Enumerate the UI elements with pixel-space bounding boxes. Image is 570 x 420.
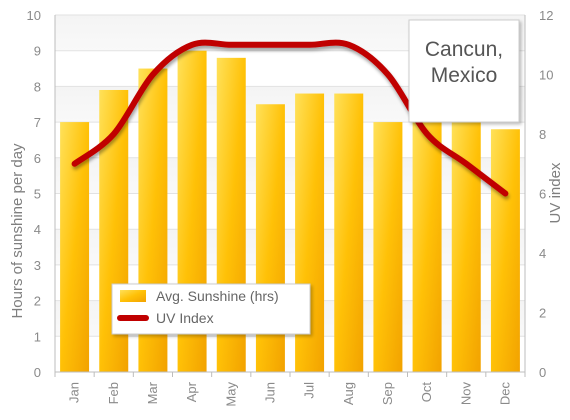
uv-index-line-layer [71,39,509,197]
sunshine-bar [373,122,403,372]
legend-swatch-sunshine [120,290,146,302]
y-tick-label: 9 [34,44,41,59]
y-tick-label: 10 [27,8,41,23]
sunshine-bar [412,122,442,372]
plot-band [55,336,525,372]
y-tick-label: 6 [34,151,41,166]
y2-axis-title: UV index [547,162,564,223]
x-tick-label: Mar [145,381,160,404]
x-tick-label: Jan [67,382,82,403]
y2-tick-label: 10 [539,68,553,83]
x-tick-label: Sep [380,382,395,405]
axes [54,15,526,377]
city-title-line-2: Mexico [431,64,498,87]
y2-tick-label: 2 [539,306,546,321]
y-tick-label: 0 [34,365,41,380]
y-axis-title: Hours of sunshine per day [9,143,26,319]
x-tick-label: May [223,382,238,407]
x-tick-label: Aug [341,382,356,405]
y-tick-label: 4 [34,222,41,237]
x-tick-label: Dec [497,382,512,406]
plot-band [55,229,525,265]
legend-label-sunshine: Avg. Sunshine (hrs) [156,288,279,304]
y2-tick-label: 0 [539,365,546,380]
x-tick-label: Oct [419,382,434,403]
y-tick-label: 8 [34,79,41,94]
y2-tick-label: 4 [539,246,546,261]
city-title-box: Cancun, Mexico [408,19,520,123]
legend-label-uv: UV Index [156,310,214,326]
x-tick-label: Apr [184,381,199,402]
y-tick-label: 5 [34,187,41,202]
plot-band [55,193,525,230]
y2-tick-label: 6 [539,187,546,202]
x-tick-label: Jun [262,382,277,403]
sunshine-bar [490,129,520,372]
y-tick-label: 3 [34,258,41,273]
plot-band [55,157,525,194]
city-title-line-1: Cancun, [425,38,503,61]
sunshine-bar [334,93,364,372]
x-tick-label: Jul [302,382,317,399]
x-tick-label: Feb [106,382,121,404]
x-tick-label: Nov [458,382,473,406]
y-tick-label: 1 [34,329,41,344]
y2-tick-label: 8 [539,127,546,142]
y-tick-label: 2 [34,294,41,309]
uv-index-line [71,39,509,197]
y2-tick-label: 12 [539,8,553,23]
legend: Avg. Sunshine (hrs) UV Index [111,283,311,335]
y-tick-label: 7 [34,115,41,130]
